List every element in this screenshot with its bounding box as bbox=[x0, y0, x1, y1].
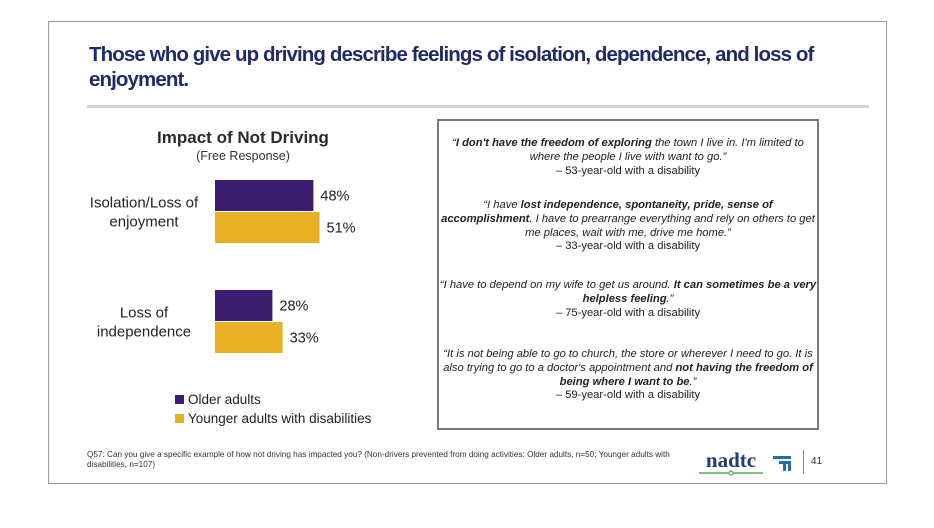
chart-title: Impact of Not Driving bbox=[157, 128, 329, 147]
category-label: Loss of bbox=[120, 305, 169, 322]
bar-older-adults bbox=[215, 180, 314, 211]
quote-text: .” bbox=[689, 375, 697, 388]
quote-text: lost independence, spontaneity, pride, s… bbox=[441, 199, 773, 225]
bar-older-adults bbox=[215, 290, 273, 321]
quote-3: “I have to depend on my wife to get us a… bbox=[439, 279, 817, 320]
nadtc-logo: nadtc bbox=[697, 448, 765, 476]
quote-1: “I don't have the freedom of exploring t… bbox=[439, 137, 817, 178]
title-divider bbox=[87, 105, 869, 108]
quote-text: It can sometimes be a very helpless feel… bbox=[582, 279, 817, 305]
quote-text: . I have to prearrange everything and re… bbox=[525, 212, 815, 239]
quote-text: “ bbox=[452, 137, 456, 149]
quote-attribution: – 59-year-old with a disability bbox=[555, 389, 701, 402]
legend-label: Older adults bbox=[188, 392, 261, 407]
bar-value-label: 51% bbox=[327, 221, 356, 237]
bar-younger-adults bbox=[215, 212, 320, 243]
bar-chart: Isolation/Loss of enjoyment 48% 51% Loss of i… bbox=[90, 180, 356, 353]
bar-younger-adults bbox=[215, 322, 283, 353]
chart-legend: Older adults Younger adults with disabili… bbox=[175, 390, 371, 428]
slide: Those who give up driving describe feeli… bbox=[48, 21, 887, 484]
quote-attribution: – 33-year-old with a disability bbox=[555, 240, 701, 253]
bar-value-label: 28% bbox=[279, 299, 308, 315]
partner-logo-icon bbox=[773, 456, 791, 471]
category-label: enjoyment bbox=[109, 214, 179, 231]
quote-text: the town I live in. I'm limited to where… bbox=[529, 137, 804, 163]
footnote: Q57: Can you give a specific example of … bbox=[87, 450, 670, 469]
legend-label: Younger adults with disabilities bbox=[188, 411, 372, 426]
nadtc-logo-underline bbox=[699, 470, 763, 476]
quote-text: “It is not being able to go to church, t… bbox=[443, 348, 813, 374]
quote-2: “I have lost independence, spontaneity, … bbox=[439, 199, 817, 254]
quote-attribution: – 53-year-old with a disability bbox=[555, 164, 701, 177]
quote-text: “I have bbox=[483, 199, 521, 211]
quote-text: not having the freedom of being where I … bbox=[559, 361, 813, 388]
chart-subtitle: (Free Response) bbox=[196, 149, 290, 163]
legend-swatch bbox=[175, 414, 184, 423]
legend-swatch bbox=[175, 395, 184, 404]
category-label: Isolation/Loss of bbox=[90, 195, 199, 212]
bar-value-label: 33% bbox=[290, 331, 319, 347]
quote-4: “It is not being able to go to church, t… bbox=[439, 348, 817, 403]
page-number-divider bbox=[803, 450, 804, 474]
legend-item: Older adults bbox=[175, 390, 371, 409]
category-label: independence bbox=[97, 324, 191, 341]
bar-value-label: 48% bbox=[320, 189, 349, 205]
quote-text: “I have to depend on my wife to get us a… bbox=[439, 279, 674, 291]
quote-text: I don't have the freedom of exploring bbox=[455, 137, 652, 149]
legend-item: Younger adults with disabilities bbox=[175, 409, 371, 428]
quote-box: “I don't have the freedom of exploring t… bbox=[437, 119, 819, 430]
slide-title: Those who give up driving describe feeli… bbox=[89, 43, 814, 91]
quote-attribution: – 75-year-old with a disability bbox=[555, 306, 701, 319]
quote-text: .” bbox=[666, 292, 674, 305]
page-number: 41 bbox=[811, 456, 823, 467]
